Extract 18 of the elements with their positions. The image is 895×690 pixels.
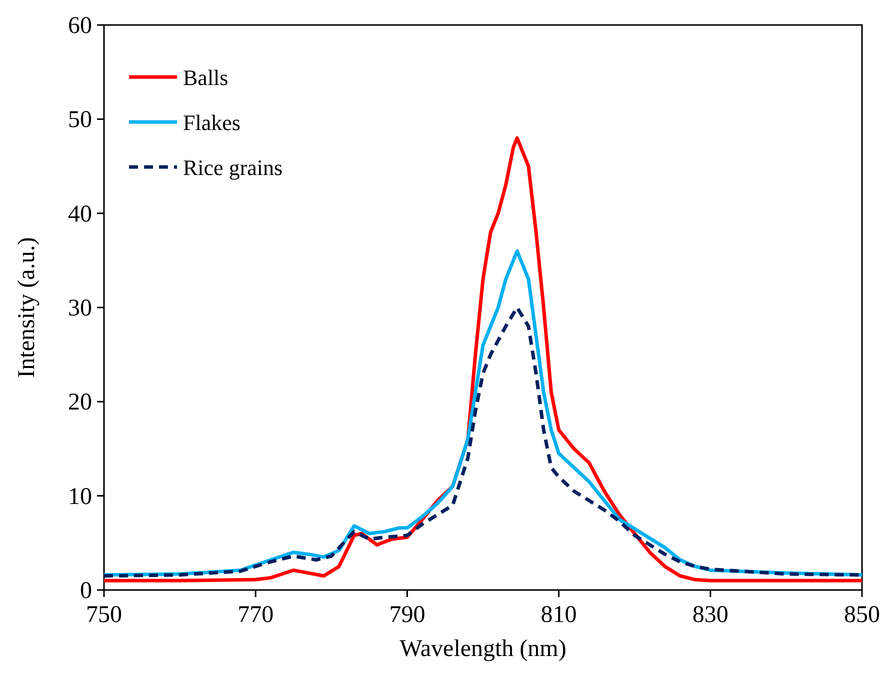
y-tick-label: 30 (68, 296, 92, 322)
y-tick-label: 50 (68, 107, 92, 134)
x-tick-label: 750 (86, 602, 122, 628)
x-tick-label: 850 (844, 602, 880, 628)
x-tick-label: 830 (692, 602, 728, 628)
x-tick-label: 790 (389, 602, 426, 628)
y-tick-label: 20 (68, 390, 92, 416)
x-tick-label: 810 (540, 602, 577, 628)
y-axis-title: Intensity (a.u.) (14, 237, 40, 378)
x-axis-title: Wavelength (nm) (400, 636, 566, 662)
legend-label: Rice grains (183, 155, 283, 180)
y-tick-label: 10 (68, 484, 92, 510)
legend-label: Flakes (183, 110, 240, 135)
legend-label: Balls (183, 65, 228, 90)
y-tick-label: 0 (80, 578, 92, 604)
x-tick-label: 770 (238, 602, 274, 628)
y-tick-label: 40 (68, 201, 92, 228)
y-tick-label: 60 (68, 13, 92, 39)
